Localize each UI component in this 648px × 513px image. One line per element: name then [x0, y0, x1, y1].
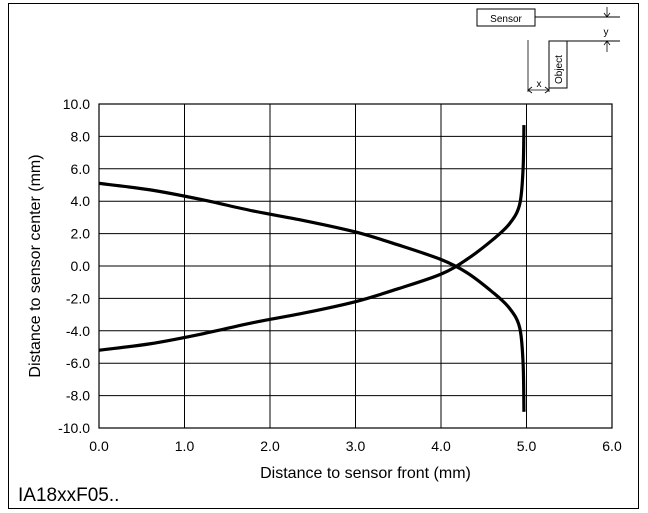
y-arrowhead-bottom — [603, 40, 611, 46]
object-label: Object — [554, 55, 565, 84]
x-tick-label: 3.0 — [346, 438, 366, 454]
x-arrowhead-left — [527, 86, 533, 94]
sensor-label: Sensor — [490, 14, 522, 25]
x-tick-label: 1.0 — [175, 438, 195, 454]
y-tick-label: -4.0 — [66, 323, 90, 339]
x-tick-label: 0.0 — [89, 438, 109, 454]
x-tick-label: 5.0 — [517, 438, 537, 454]
y-tick-label: 0.0 — [71, 258, 91, 274]
inset-diagram: Sensor y Object x — [476, 7, 620, 94]
plot-area: 0.0 1.0 2.0 3.0 4.0 5.0 6.0 10.0 8.0 6.0 4.0 2.0 0.0… — [27, 96, 622, 482]
y-tick-label: -2.0 — [66, 290, 90, 306]
x-tick-label: 6.0 — [602, 438, 622, 454]
series-line-1 — [98, 181, 526, 412]
x-tick-label: 2.0 — [260, 438, 280, 454]
figure-code: IA18xxF05.. — [18, 485, 119, 506]
y-tick-label: -6.0 — [66, 355, 90, 371]
y-axis-title: Distance to sensor center (mm) — [27, 154, 44, 377]
y-tick-label: 8.0 — [71, 128, 91, 144]
y-tick-label: 10.0 — [63, 96, 90, 112]
chart-frame — [8, 3, 639, 509]
object-box — [548, 40, 568, 89]
x-axis-title: Distance to sensor front (mm) — [260, 465, 471, 482]
plot-border — [98, 103, 613, 429]
series-line-2 — [98, 125, 526, 352]
y-arrowhead-top — [603, 12, 611, 18]
y-tick-label: 2.0 — [71, 226, 91, 242]
y-tick-label: 6.0 — [71, 161, 91, 177]
y-tick-label: -8.0 — [66, 388, 90, 404]
x-arrowhead-right — [544, 86, 550, 94]
x-dimension-label: x — [537, 79, 542, 90]
x-tick-label: 4.0 — [431, 438, 451, 454]
y-dimension-label: y — [604, 27, 609, 38]
y-tick-label: -10.0 — [58, 420, 90, 436]
y-tick-label: 4.0 — [71, 193, 91, 209]
